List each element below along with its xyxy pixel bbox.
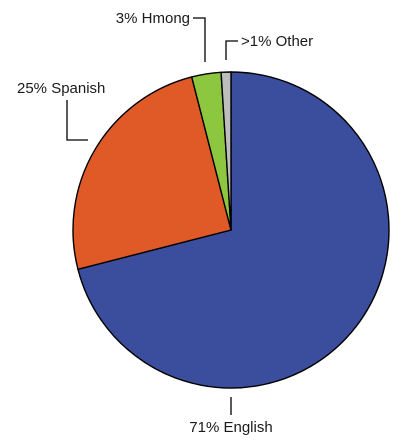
slice-label-hmong: 3% Hmong — [116, 10, 190, 27]
pie-slice-spanish — [72, 76, 232, 271]
slice-label-english: 71% English — [189, 419, 272, 436]
leader-line-spanish — [66, 100, 88, 141]
slice-label-other: >1% Other — [241, 33, 313, 50]
pie-slice-other — [220, 71, 232, 231]
leader-lines-layer — [66, 17, 238, 415]
labels-layer: 71% English 25% Spanish 3% Hmong >1% Oth… — [17, 10, 313, 436]
leader-line-other — [225, 40, 238, 60]
leader-line-hmong — [193, 17, 206, 62]
slices-layer — [72, 71, 390, 389]
pie-slice-english — [77, 71, 390, 389]
slice-label-spanish: 25% Spanish — [17, 80, 105, 97]
